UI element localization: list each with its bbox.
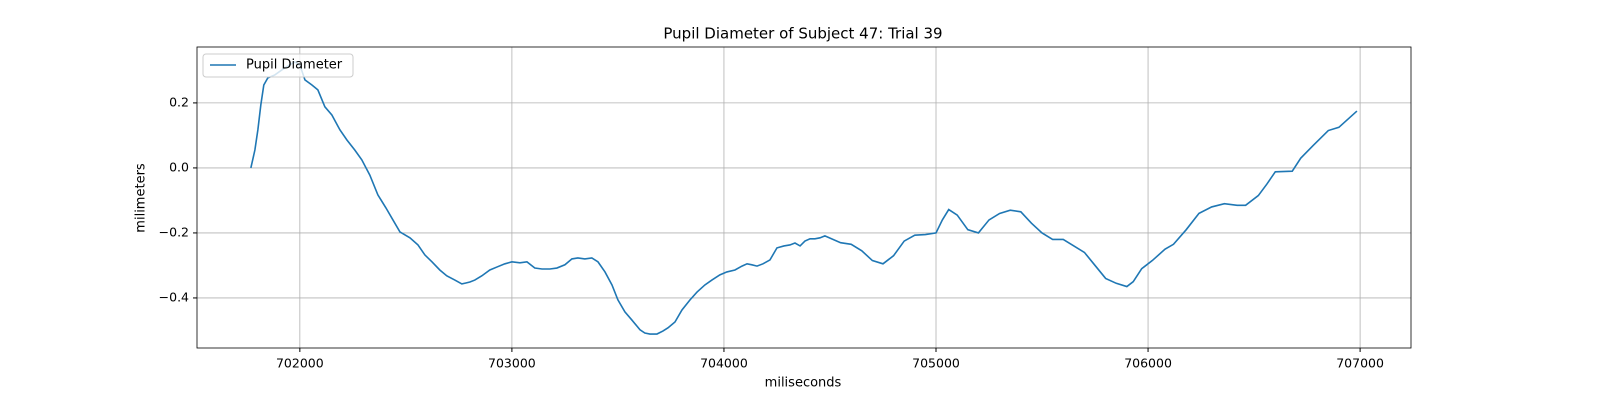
legend-box — [202, 53, 354, 78]
y-tick-label: 0.0 — [169, 159, 189, 174]
y-tick-label: 0.2 — [169, 94, 189, 109]
x-tick-label: 705000 — [912, 356, 960, 371]
legend-label: Pupil Diameter — [246, 58, 343, 73]
y-axis-label: milimeters — [134, 163, 149, 233]
x-tick-label: 702000 — [276, 356, 324, 371]
y-tick-label: −0.2 — [159, 224, 189, 239]
data-line — [250, 61, 1358, 335]
x-tick-label: 707000 — [1336, 356, 1384, 371]
x-tick-label: 706000 — [1124, 356, 1172, 371]
plot-frame — [196, 46, 1412, 349]
x-tick-label: 704000 — [700, 356, 748, 371]
y-tick-label: −0.4 — [159, 289, 189, 304]
chart-title: Pupil Diameter of Subject 47: Trial 39 — [663, 25, 942, 43]
x-axis-label: miliseconds — [765, 376, 842, 391]
x-tick-label: 703000 — [488, 356, 536, 371]
